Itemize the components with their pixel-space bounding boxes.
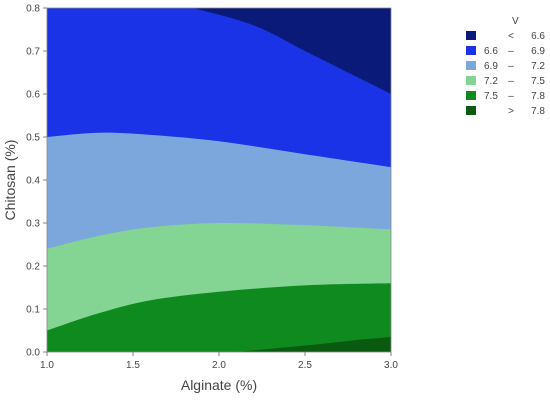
legend-swatch: [466, 61, 476, 70]
legend-low-value: 6.9: [484, 61, 498, 72]
legend-swatch: [466, 76, 476, 85]
y-tick-label: 0.0: [26, 348, 40, 359]
y-tick-label: 0.4: [26, 176, 40, 187]
legend-symbol: –: [508, 46, 514, 57]
legend-swatch: [466, 46, 476, 55]
x-axis-label: Alginate (%): [181, 377, 257, 393]
region-below-6-6: [193, 8, 391, 94]
x-tick-label: 1.0: [40, 360, 54, 371]
region-above-7-8: [236, 336, 391, 352]
legend-high-value: 7.8: [531, 106, 545, 117]
x-axis: 1.0 1.5 2.0 2.5 3.0: [40, 352, 398, 371]
y-tick-label: 0.6: [26, 90, 40, 101]
legend-high-value: 7.8: [531, 91, 545, 102]
region-7-5-to-7-8: [47, 283, 391, 352]
legend-high-value: 7.5: [531, 76, 545, 87]
y-axis-label: Chitosan (%): [2, 140, 18, 221]
legend-high-value: 7.2: [531, 61, 545, 72]
x-tick-label: 3.0: [384, 360, 398, 371]
legend-swatch: [466, 91, 476, 100]
x-tick-label: 2.0: [212, 360, 226, 371]
y-tick-label: 0.1: [26, 305, 40, 316]
legend-low-value: 6.6: [484, 46, 498, 57]
legend-high-value: 6.6: [531, 31, 545, 42]
legend-low-value: 7.5: [484, 91, 498, 102]
y-tick-label: 0.7: [26, 47, 40, 58]
legend-symbol: –: [508, 76, 514, 87]
legend-high-value: 6.9: [531, 46, 545, 57]
legend-swatch: [466, 106, 476, 115]
legend-symbol: –: [508, 91, 514, 102]
y-tick-label: 0.5: [26, 133, 40, 144]
legend: V <6.66.6–6.96.9–7.27.2–7.57.5–7.8> 7.8: [466, 16, 545, 117]
y-tick-label: 0.2: [26, 262, 40, 273]
legend-low-value: 7.2: [484, 76, 498, 87]
legend-swatch: [466, 31, 476, 40]
y-tick-label: 0.8: [26, 4, 40, 15]
legend-symbol: –: [508, 61, 514, 72]
contour-regions: [47, 8, 391, 352]
legend-symbol: <: [508, 31, 514, 42]
y-tick-label: 0.3: [26, 219, 40, 230]
x-tick-label: 2.5: [298, 360, 312, 371]
legend-title: V: [512, 16, 519, 27]
y-axis: 0.0 0.1 0.2 0.3 0.4 0.5 0.6 0.7 0.8: [26, 4, 47, 359]
x-tick-label: 1.5: [126, 360, 140, 371]
legend-symbol: >: [508, 106, 514, 117]
